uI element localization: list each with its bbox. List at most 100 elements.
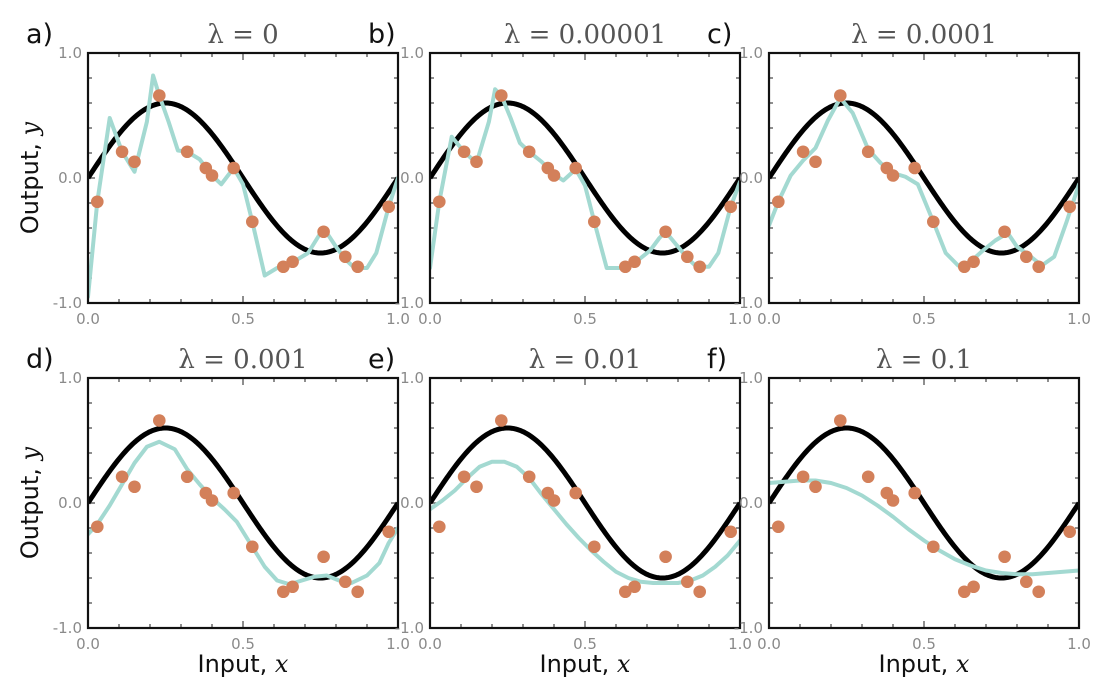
y-axis-label-text: Output, [16, 135, 44, 234]
data-point [693, 585, 706, 599]
data-point [861, 470, 875, 484]
panel-letter: c) [707, 19, 732, 50]
panel-letter: a) [26, 19, 53, 50]
data-point [522, 470, 536, 484]
data-point [628, 580, 641, 594]
data-point [382, 525, 396, 539]
y-tick-label: 0.0 [400, 169, 424, 187]
y-tick-label: 0.0 [400, 494, 424, 512]
true-function-curve [430, 425, 740, 581]
data-point [1063, 200, 1076, 214]
x-axis-label-variable: x [275, 650, 289, 678]
x-tick-label: 1.0 [386, 310, 410, 328]
data-point [908, 486, 921, 500]
data-points [91, 89, 396, 274]
x-tick-label: 0.5 [231, 310, 255, 328]
panel-letter: f) [707, 344, 727, 375]
data-point [115, 145, 129, 159]
x-axis-label: Input, x [879, 650, 970, 678]
data-point [796, 145, 810, 159]
data-point [351, 585, 365, 599]
data-point [205, 169, 219, 182]
x-tick-label: 0.0 [418, 310, 442, 328]
y-tick-label: 0.0 [58, 494, 82, 512]
panel-title: λ = 0.01 [529, 345, 642, 375]
data-point [339, 250, 352, 264]
data-point [351, 260, 365, 274]
data-point [547, 494, 561, 507]
panel-letter: b) [368, 19, 396, 50]
data-point [628, 255, 641, 269]
y-tick-label: 1.0 [58, 369, 82, 387]
y-tick-label: -1.0 [734, 294, 763, 312]
data-point [724, 200, 737, 214]
data-point [495, 414, 508, 427]
y-axis-label: Output, y [16, 446, 44, 559]
y-tick-label: 1.0 [400, 369, 424, 387]
fitted-model-curve [769, 478, 1079, 577]
data-points [772, 414, 1076, 599]
data-point [834, 414, 847, 427]
x-axis-label-text: Input, [198, 650, 275, 678]
data-point [588, 215, 601, 229]
data-point [495, 89, 508, 102]
data-point [569, 161, 582, 175]
data-point [1032, 260, 1045, 274]
data-points [772, 89, 1076, 274]
data-point [809, 155, 822, 169]
data-point [886, 169, 900, 182]
x-tick-label: 0.0 [76, 635, 100, 653]
x-tick-label: 0.5 [573, 310, 597, 328]
data-point [470, 155, 483, 169]
x-axis-label-text: Input, [879, 650, 956, 678]
x-axis-label: Input, x [198, 650, 289, 678]
data-point [681, 575, 694, 589]
data-point [1032, 585, 1045, 599]
x-tick-label: 1.0 [1067, 635, 1091, 653]
data-point [958, 585, 971, 599]
data-point [470, 480, 483, 494]
panel-letter: e) [368, 344, 395, 375]
plot-frame [428, 376, 742, 630]
data-point [772, 195, 785, 209]
data-point [619, 585, 632, 599]
data-point [1020, 250, 1033, 264]
data-point [180, 470, 194, 484]
true-function-curve [88, 100, 398, 256]
plot-frame [86, 376, 400, 630]
data-point [205, 494, 219, 507]
data-point [246, 540, 259, 554]
data-point [522, 145, 536, 159]
x-tick-label: 0.5 [912, 635, 936, 653]
x-tick-label: 1.0 [386, 635, 410, 653]
data-point [433, 520, 446, 534]
data-point [1020, 575, 1033, 589]
data-point [382, 200, 396, 214]
x-tick-label: 1.0 [1067, 310, 1091, 328]
x-axis-label: Input, x [540, 650, 631, 678]
x-tick-label: 1.0 [728, 635, 752, 653]
panel-letter: d) [26, 344, 54, 375]
data-point [659, 225, 672, 239]
data-point [153, 414, 166, 427]
data-points [91, 414, 396, 599]
data-point [128, 480, 141, 494]
data-point [834, 89, 847, 102]
data-point [91, 195, 104, 209]
data-point [246, 215, 259, 229]
data-point [659, 550, 672, 564]
data-point [958, 260, 971, 274]
data-point [693, 260, 706, 274]
x-axis-label-variable: x [956, 650, 970, 678]
data-point [967, 255, 980, 269]
panel-title: λ = 0.001 [178, 345, 307, 375]
panel-title: λ = 0.00001 [504, 20, 666, 50]
data-point [927, 540, 940, 554]
data-point [569, 486, 582, 500]
y-tick-label: 0.0 [739, 494, 763, 512]
y-axis-label: Output, y [16, 121, 44, 234]
data-points [433, 89, 737, 274]
